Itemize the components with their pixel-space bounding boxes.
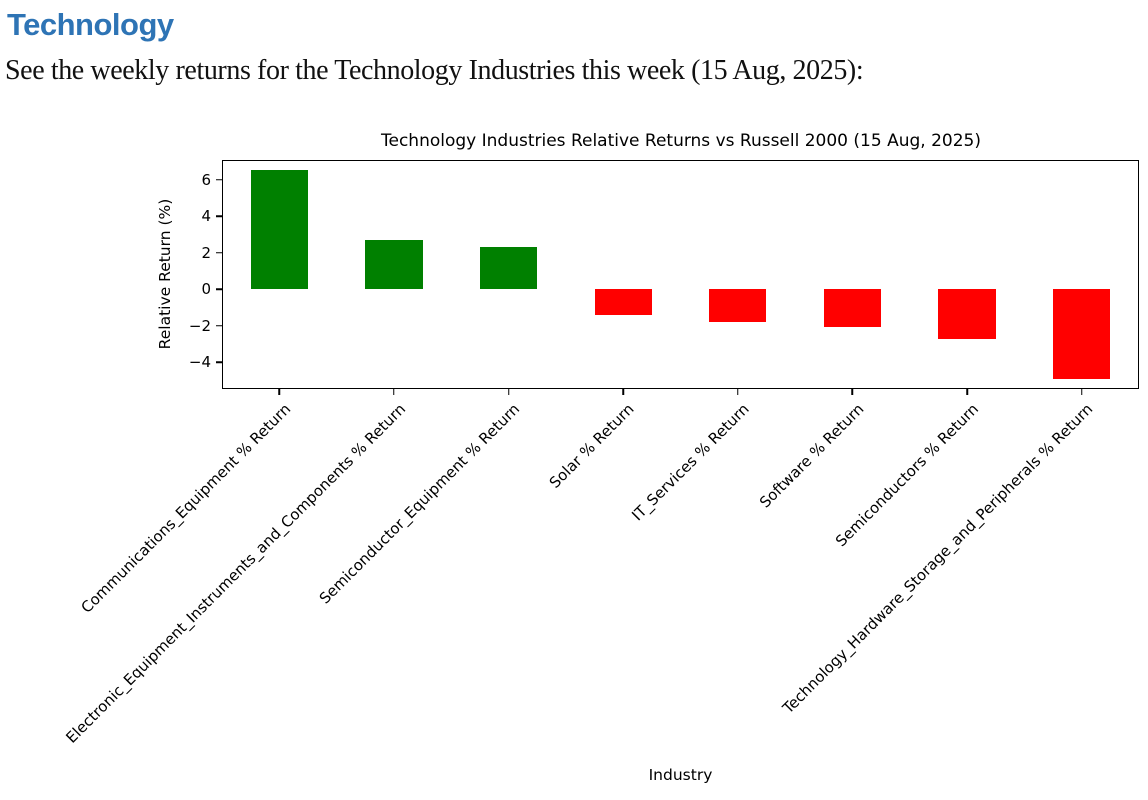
x-tick-label: Communications_Equipment % Return: [77, 400, 295, 617]
bar-semiconductors-return: [938, 289, 996, 340]
x-tick-mark: [737, 389, 739, 395]
plot-area: [222, 160, 1139, 389]
bar-technology-hardware-storage-and-peripherals-return: [1053, 289, 1111, 379]
bar-software-return: [823, 289, 882, 328]
bar-communications-equipment-return: [250, 170, 308, 290]
x-tick-mark: [851, 389, 854, 395]
x-tick-mark: [1080, 389, 1083, 395]
x-tick-label: Solar % Return: [546, 400, 638, 492]
x-tick-mark: [507, 389, 510, 395]
y-tick-mark: [216, 251, 222, 254]
y-tick-label: −4: [188, 353, 211, 372]
bar-semiconductor-equipment-return: [479, 247, 538, 290]
y-tick-mark: [216, 178, 222, 181]
x-tick-label: IT_Services % Return: [628, 400, 753, 525]
y-tick-label: 0: [201, 280, 211, 299]
y-tick-mark: [216, 288, 222, 290]
x-tick-mark: [393, 389, 395, 395]
y-tick-label: −2: [188, 316, 211, 335]
bar-solar-return: [594, 289, 652, 315]
bar-it-services-return: [709, 289, 767, 322]
y-tick-mark: [216, 215, 222, 217]
y-axis-label: Relative Return (%): [156, 198, 174, 350]
x-tick-mark: [278, 389, 281, 395]
y-tick-mark: [216, 361, 222, 363]
x-axis-label: Industry: [648, 766, 713, 784]
x-tick-mark: [622, 389, 624, 395]
y-tick-mark: [216, 324, 222, 327]
y-tick-label: 2: [201, 243, 211, 262]
y-tick-label: 6: [201, 170, 211, 189]
intro-text: See the weekly returns for the Technolog…: [5, 55, 864, 86]
x-tick-label: Semiconductor_Equipment % Return: [315, 400, 524, 608]
page-title: Technology: [7, 7, 174, 42]
y-tick-label: 4: [201, 207, 211, 226]
bar-electronic-equipment-instruments-and-components-return: [365, 239, 423, 290]
chart-title: Technology Industries Relative Returns v…: [381, 131, 981, 151]
x-tick-label: Software % Return: [755, 400, 868, 512]
x-tick-mark: [966, 389, 968, 395]
